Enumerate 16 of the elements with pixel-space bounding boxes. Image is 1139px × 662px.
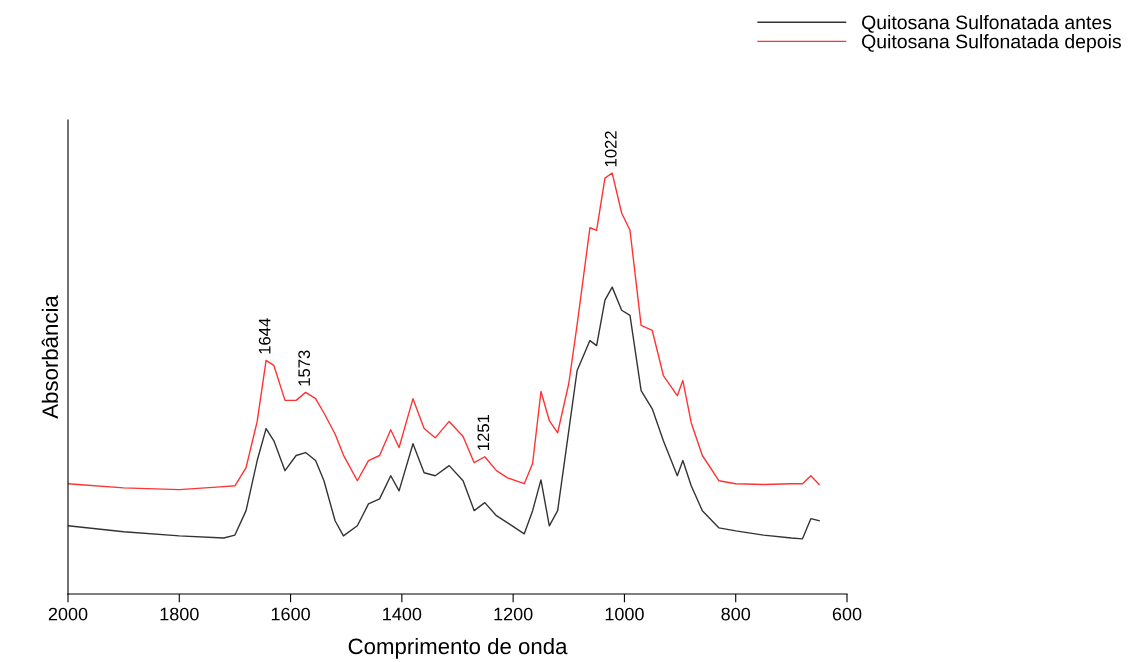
legend-label: Quitosana Sulfonatada depois [862, 34, 1121, 53]
x-tick-label: 800 [721, 607, 751, 621]
x-tick-label: 1800 [160, 607, 199, 621]
x-tick-label: 1200 [494, 607, 533, 621]
x-axis-title: Comprimento de onda [348, 637, 568, 659]
x-tick-label: 1000 [605, 607, 644, 621]
annotation: 1573 [298, 350, 311, 386]
legend-label: Quitosana Sulfonatada antes [862, 14, 1112, 33]
x-tick-label: 1400 [383, 607, 422, 621]
annotation: 1251 [477, 414, 490, 450]
x-tick-label: 2000 [48, 607, 88, 621]
x-tick-label: 600 [832, 607, 862, 621]
x-tick-label: 1600 [271, 607, 310, 621]
y-axis-title: Absorbância [41, 295, 59, 419]
annotation: 1644 [258, 318, 271, 354]
annotation: 1022 [604, 131, 617, 167]
